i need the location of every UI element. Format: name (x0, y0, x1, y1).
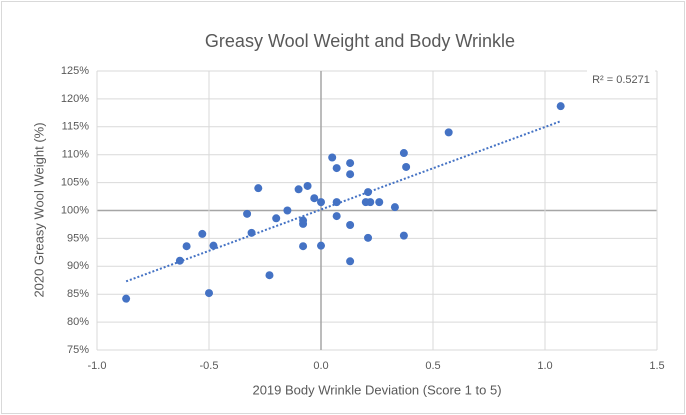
y-tick-label: 110% (62, 149, 90, 161)
point (390, 203, 399, 212)
point (283, 206, 292, 215)
y-tick-label: 90% (67, 260, 89, 272)
point (346, 221, 355, 230)
y-tick-label: 75% (67, 344, 89, 356)
point (299, 242, 308, 251)
point (366, 198, 375, 207)
point (399, 149, 408, 158)
x-tick-label: 0.0 (313, 360, 328, 372)
point (209, 241, 218, 250)
point (317, 241, 325, 250)
point (254, 184, 263, 193)
point (556, 102, 565, 111)
point (272, 214, 281, 223)
x-axis-title: 2019 Body Wrinkle Deviation (Score 1 to … (252, 382, 501, 397)
x-tick-label: 1.0 (537, 360, 552, 372)
point (310, 194, 319, 203)
annotation-box (587, 70, 655, 90)
y-tick-label: 105% (61, 177, 89, 189)
point (375, 198, 384, 207)
point (122, 294, 131, 303)
y-tick-label: 125% (61, 65, 89, 77)
point (303, 181, 312, 190)
point (247, 228, 256, 237)
x-tick-label: 0.5 (425, 360, 440, 372)
chart-title: Greasy Wool Weight and Body Wrinkle (205, 31, 515, 51)
y-tick-label: 120% (61, 93, 89, 105)
point (182, 242, 191, 251)
point (265, 271, 274, 280)
point (399, 231, 408, 240)
point (317, 198, 325, 207)
x-tick-label: -1.0 (88, 360, 107, 372)
y-tick-label: 95% (67, 232, 89, 244)
point (332, 164, 341, 173)
y-tick-label: 100% (61, 204, 89, 216)
point (346, 170, 355, 179)
annotation: R² = 0.5271 (592, 74, 650, 86)
point (299, 219, 308, 228)
y-tick-label: 115% (62, 121, 90, 133)
point (346, 159, 355, 168)
point (332, 212, 341, 221)
trendline (125, 120, 562, 283)
y-tick-label: 80% (67, 316, 89, 328)
point (444, 128, 453, 137)
point (205, 289, 213, 298)
point (175, 256, 184, 265)
point (332, 198, 341, 207)
point (402, 162, 411, 171)
point (198, 229, 207, 238)
point (328, 153, 337, 162)
point (364, 233, 373, 242)
point (243, 209, 252, 218)
point (294, 185, 303, 194)
x-tick-label: 1.5 (649, 360, 664, 372)
y-axis-title: 2020 Greasy Wool Weight (%) (31, 122, 46, 297)
x-tick-label: -0.5 (200, 360, 219, 372)
y-tick-label: 85% (67, 288, 89, 300)
point (346, 257, 355, 266)
point (364, 188, 373, 197)
